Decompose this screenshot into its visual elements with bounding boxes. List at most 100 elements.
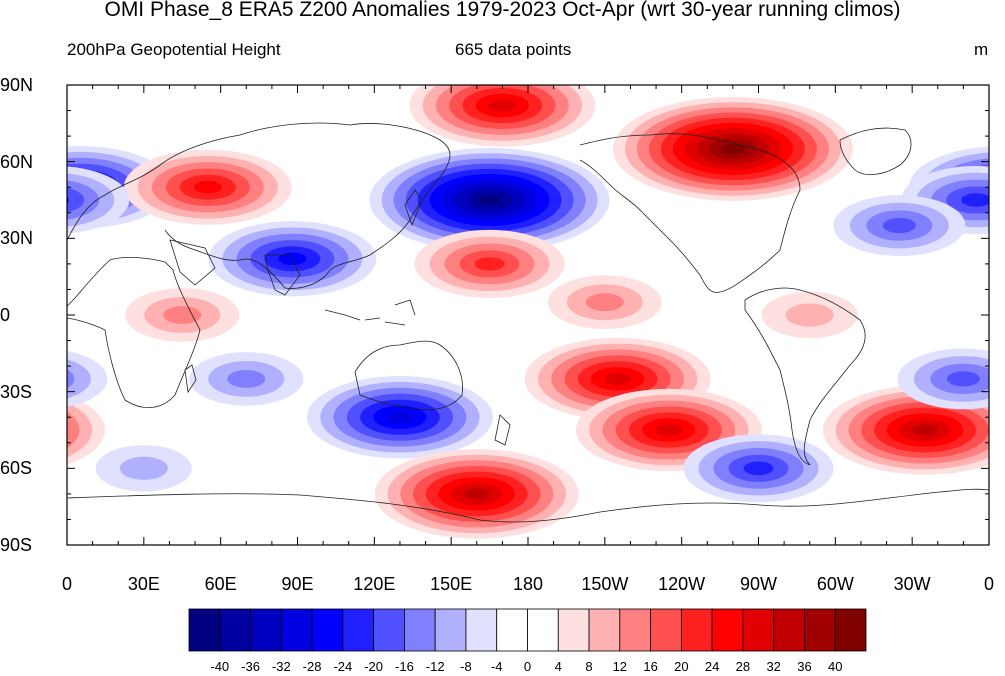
- colorbar-box: [834, 608, 867, 652]
- lon-label: 150W: [581, 574, 629, 594]
- contour-level: [464, 488, 490, 500]
- contour-level: [67, 187, 85, 213]
- anomaly-center: [833, 195, 966, 256]
- colorbar-box: [219, 608, 251, 652]
- lon-label: 90E: [281, 574, 314, 594]
- colorbar-box: [619, 608, 651, 652]
- colorbar-label: -8: [460, 659, 472, 674]
- contour-level: [67, 359, 91, 399]
- lon-label: 120E: [353, 574, 396, 594]
- colorbar-label: 16: [643, 659, 658, 674]
- colorbar-label: 20: [674, 659, 689, 674]
- lon-label: 30W: [893, 574, 931, 594]
- colorbar-box: [280, 608, 313, 652]
- contour-level: [227, 369, 266, 388]
- contour-level: [946, 371, 980, 387]
- colorbar-label: -32: [271, 659, 291, 674]
- lat-label: 30N: [0, 228, 34, 249]
- lat-label: 60S: [0, 458, 33, 479]
- contour-level: [720, 143, 745, 155]
- lat-label: 30S: [0, 381, 33, 402]
- anomaly-center: [547, 275, 662, 330]
- colorbar-box: [742, 608, 775, 652]
- anomaly-center: [95, 445, 192, 492]
- contour-level: [882, 217, 916, 234]
- colorbar-label: 4: [554, 659, 562, 674]
- contour-level: [163, 306, 202, 324]
- contour-level: [0, 413, 41, 447]
- colorbar-box: [465, 608, 498, 652]
- lon-label: 0: [61, 574, 73, 594]
- colorbar-label: 12: [612, 659, 628, 674]
- coastline-arabia: [169, 239, 216, 286]
- colorbar-box: [188, 608, 221, 652]
- contour-level: [785, 303, 834, 327]
- colorbar-label: -4: [490, 659, 503, 674]
- anomaly-center: [374, 449, 579, 539]
- contour-level: [961, 193, 989, 207]
- coastline-north-america: [579, 133, 801, 293]
- contour-level: [489, 99, 516, 112]
- contour-level: [585, 293, 624, 312]
- anomaly-center: [369, 148, 610, 252]
- anomaly-center: [409, 85, 596, 147]
- lon-label: 180: [512, 574, 544, 594]
- colorbar-box: [588, 608, 621, 652]
- lon-label: 90W: [739, 574, 778, 594]
- colorbar-box: [773, 608, 805, 652]
- map-frame: [66, 84, 990, 546]
- contour-level: [0, 402, 67, 458]
- colorbar-label: -20: [364, 659, 384, 674]
- colorbar-label: 0: [523, 659, 532, 674]
- colorbar-box: [496, 608, 528, 652]
- colorbar-label: -40: [210, 659, 230, 674]
- variable-label: 200hPa Geopotential Height: [67, 40, 281, 59]
- lon-label: 30E: [127, 574, 160, 594]
- contour-level: [474, 257, 505, 271]
- contour-level: [67, 180, 100, 220]
- lat-label: 0: [0, 305, 11, 325]
- colorbar: [188, 608, 867, 652]
- coastline-madagascar: [184, 364, 197, 394]
- colorbar-label: 24: [704, 659, 720, 674]
- coastline-south-america: [744, 287, 866, 466]
- plot-title: OMI Phase_8 ERA5 Z200 Anomalies 1979-202…: [104, 0, 901, 21]
- anomaly-center: [125, 288, 240, 342]
- contour-level: [67, 369, 75, 389]
- colorbar-label: 36: [797, 659, 812, 674]
- coastline-japan: [404, 189, 423, 227]
- contour-level: [278, 252, 307, 266]
- contour-level: [0, 419, 28, 441]
- colorbar-box: [680, 608, 713, 652]
- colorbar-label: 40: [827, 659, 843, 674]
- colorbar-box: [373, 608, 405, 652]
- contour-level: [743, 461, 774, 476]
- colorbar-box: [650, 608, 682, 652]
- coastline-africa: [67, 256, 201, 409]
- lat-label: 90N: [0, 75, 34, 95]
- coastline-australia: [354, 340, 463, 411]
- anomaly-center: [414, 229, 565, 298]
- colorbar-label: -16: [395, 659, 414, 674]
- colorbar-label: 32: [766, 659, 781, 674]
- colorbar-box: [250, 608, 282, 652]
- colorbar-label: 8: [585, 659, 593, 674]
- anomaly-center: [189, 352, 304, 406]
- contour-level: [119, 456, 168, 480]
- anomaly-center: [683, 434, 834, 503]
- colorbar-box: [527, 608, 559, 652]
- contour-level: [67, 196, 70, 204]
- colorbar-label: 28: [735, 659, 751, 674]
- contour-level: [477, 194, 502, 206]
- units-label: m: [974, 40, 989, 59]
- coastlines: [67, 122, 989, 523]
- colorbar-box: [342, 608, 375, 652]
- colorbar-box: [404, 608, 436, 652]
- anomaly-center: [208, 221, 377, 297]
- contour-level: [988, 185, 989, 189]
- contour-level: [0, 408, 54, 453]
- lon-label: 120W: [658, 574, 706, 594]
- colorbar-box: [804, 608, 836, 652]
- coastline-antarctica: [67, 488, 989, 523]
- colorbar-box: [557, 608, 590, 652]
